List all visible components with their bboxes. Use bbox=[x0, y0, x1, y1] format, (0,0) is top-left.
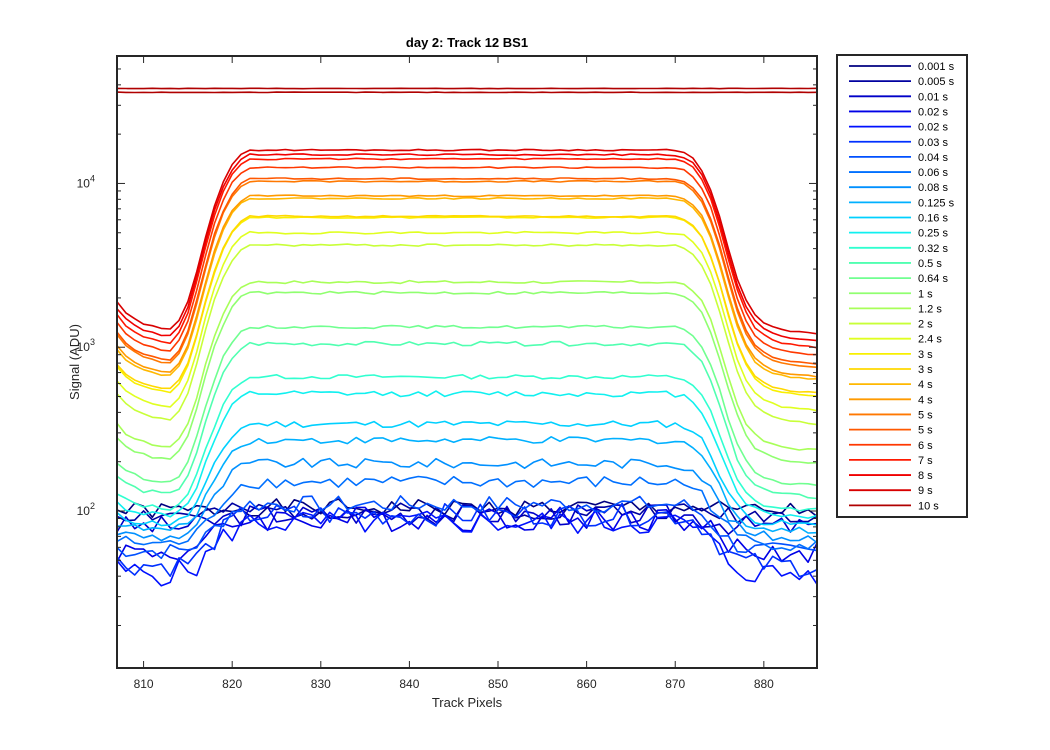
series-line-16 bbox=[116, 279, 818, 451]
series-layer bbox=[116, 87, 818, 587]
legend-label: 0.03 s bbox=[918, 137, 948, 149]
series-line-11 bbox=[116, 390, 818, 519]
x-tick-label: 880 bbox=[754, 677, 774, 691]
legend-label: 3 s bbox=[918, 349, 933, 361]
legend-label: 8 s bbox=[918, 470, 933, 482]
series-line-28 bbox=[116, 148, 818, 335]
series-line-15 bbox=[116, 290, 818, 464]
legend-label: 0.32 s bbox=[918, 243, 948, 255]
series-line-22 bbox=[116, 194, 818, 378]
series-line-7 bbox=[116, 475, 818, 552]
chart-title: day 2: Track 12 BS1 bbox=[406, 35, 528, 50]
legend-label: 7 s bbox=[918, 455, 933, 467]
series-line-21 bbox=[116, 196, 818, 380]
legend-label: 0.5 s bbox=[918, 258, 942, 270]
legend-label: 4 s bbox=[918, 379, 933, 391]
legend-label: 1.2 s bbox=[918, 303, 942, 315]
series-line-8 bbox=[116, 457, 818, 544]
series-line-10 bbox=[116, 420, 818, 527]
legend-label: 0.125 s bbox=[918, 197, 955, 209]
series-line-9 bbox=[116, 436, 818, 534]
series-line-20 bbox=[116, 214, 818, 394]
legend-label: 10 s bbox=[918, 500, 939, 512]
legend-label: 9 s bbox=[918, 485, 933, 497]
x-tick-label: 840 bbox=[399, 677, 419, 691]
series-line-12 bbox=[116, 374, 818, 512]
series-line-5 bbox=[116, 502, 818, 578]
y-axis-label: Signal (ADU) bbox=[67, 324, 82, 400]
plot-area bbox=[117, 56, 817, 668]
series-line-17 bbox=[116, 243, 818, 426]
legend-label: 2 s bbox=[918, 319, 933, 331]
legend-label: 0.02 s bbox=[918, 106, 948, 118]
series-line-24 bbox=[116, 177, 818, 365]
legend-label: 0.04 s bbox=[918, 152, 948, 164]
legend-items: 0.001 s 0.005 s 0.01 s 0.02 s 0.02 s 0.03 s 0.… bbox=[849, 61, 955, 512]
series-line-27 bbox=[116, 153, 818, 342]
x-tick-label: 830 bbox=[311, 677, 331, 691]
legend-label: 0.64 s bbox=[918, 273, 948, 285]
legend-label: 0.06 s bbox=[918, 167, 948, 179]
x-tick-label: 850 bbox=[488, 677, 508, 691]
legend-label: 4 s bbox=[918, 394, 933, 406]
legend-label: 1 s bbox=[918, 288, 933, 300]
series-line-13 bbox=[116, 340, 818, 500]
legend-label: 0.001 s bbox=[918, 61, 955, 73]
x-tick-label: 820 bbox=[222, 677, 242, 691]
legend-box bbox=[836, 54, 968, 518]
series-line-6 bbox=[116, 495, 818, 560]
series-line-23 bbox=[116, 179, 818, 369]
series-line-25 bbox=[116, 166, 818, 356]
legend-label: 0.02 s bbox=[918, 122, 948, 134]
legend-label: 0.25 s bbox=[918, 228, 948, 240]
series-line-4 bbox=[116, 510, 818, 587]
x-tick-label: 810 bbox=[134, 677, 154, 691]
legend-label: 6 s bbox=[918, 440, 933, 452]
y-tick-label: 102 bbox=[77, 501, 95, 518]
series-line-18 bbox=[116, 230, 818, 412]
x-tick-label: 870 bbox=[665, 677, 685, 691]
legend-label: 0.08 s bbox=[918, 182, 948, 194]
legend: 0.001 s 0.005 s 0.01 s 0.02 s 0.02 s 0.03 s 0.… bbox=[836, 54, 968, 518]
legend-label: 3 s bbox=[918, 364, 933, 376]
series-line-14 bbox=[116, 324, 818, 487]
legend-label: 0.16 s bbox=[918, 213, 948, 225]
axes-box bbox=[116, 55, 818, 669]
legend-label: 0.005 s bbox=[918, 76, 955, 88]
legend-label: 2.4 s bbox=[918, 334, 942, 346]
legend-label: 0.01 s bbox=[918, 91, 948, 103]
x-tick-label: 860 bbox=[577, 677, 597, 691]
legend-label: 5 s bbox=[918, 409, 933, 421]
series-line-26 bbox=[116, 157, 818, 349]
legend-label: 5 s bbox=[918, 425, 933, 437]
y-tick-label: 104 bbox=[77, 173, 95, 190]
x-axis-label: Track Pixels bbox=[432, 695, 503, 710]
